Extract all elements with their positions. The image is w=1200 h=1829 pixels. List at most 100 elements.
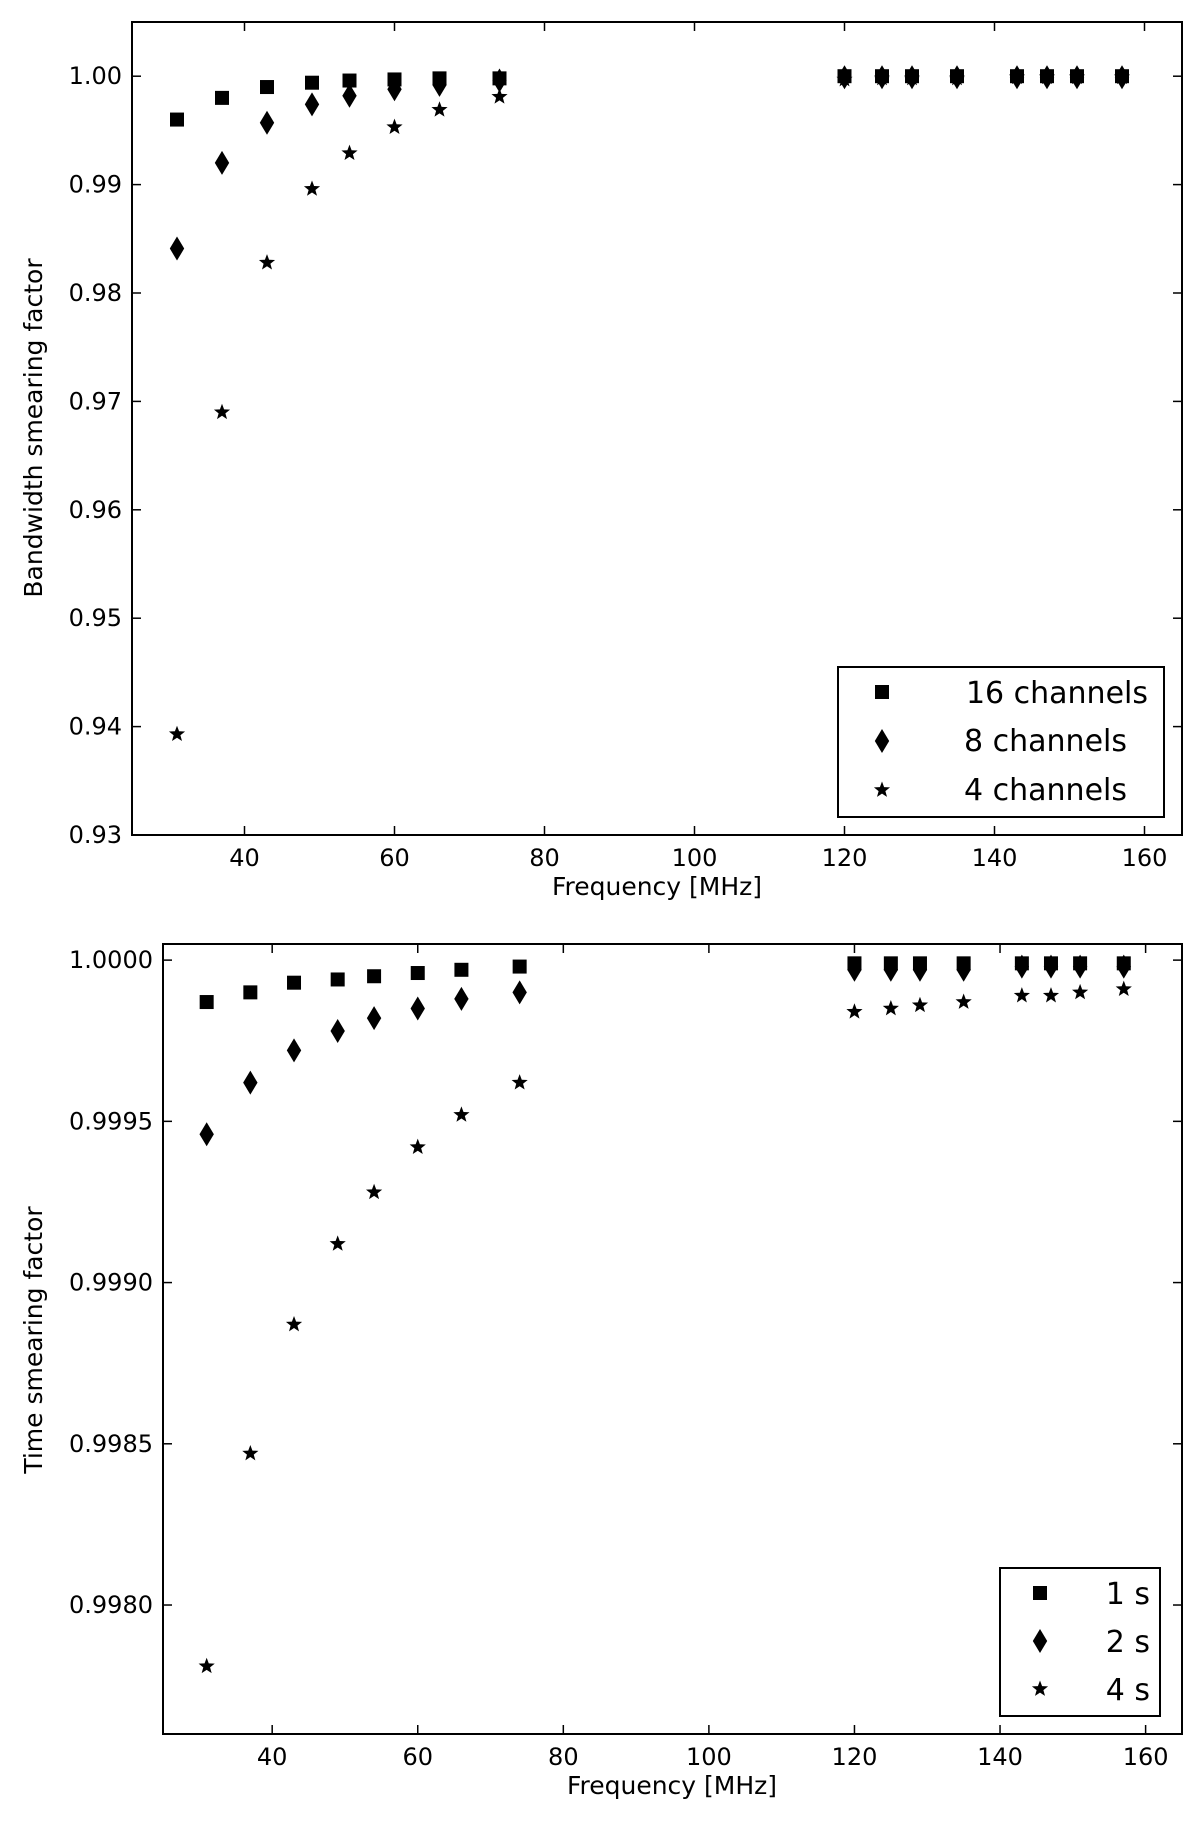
time-point-diamond (410, 996, 425, 1021)
time-point-square (330, 972, 345, 987)
time-x-tick-label: 100 (686, 1743, 732, 1771)
bandwidth-y-tick-label: 0.95 (69, 604, 122, 632)
time-point-square (454, 962, 469, 977)
time-smearing-panel: 40 60 80 100 120 140 160 0.9980 0.9985 0.9990 0.99… (19, 943, 1183, 1800)
time-x-tick-label: 60 (402, 1743, 433, 1771)
time-legend: 1 s 2 s 4 s (999, 1567, 1161, 1717)
bandwidth-point-square (387, 72, 402, 87)
time-point-square (1014, 956, 1029, 971)
bandwidth-point-star (258, 254, 276, 270)
time-y-axis-label: Time smearing factor (19, 1206, 48, 1475)
bandwidth-x-tick-label: 120 (822, 844, 868, 872)
time-point-square (367, 969, 382, 984)
time-point-square (912, 956, 927, 971)
time-point-star (882, 999, 899, 1016)
time-point-square (1073, 956, 1088, 971)
bandwidth-y-tick-label: 0.93 (69, 821, 122, 849)
bandwidth-y-tick-label: 1.00 (69, 62, 122, 90)
time-point-star (511, 1074, 528, 1090)
time-point-square (512, 959, 527, 974)
bandwidth-point-square (342, 73, 357, 88)
bandwidth-point-square (1070, 69, 1084, 84)
time-point-diamond (243, 1070, 258, 1095)
bandwidth-x-tick-label: 160 (1122, 844, 1168, 872)
time-x-tick-label: 140 (977, 1743, 1023, 1771)
time-point-star (329, 1235, 346, 1251)
time-legend-diamond-symbol (1032, 1629, 1048, 1653)
time-point-star (1115, 980, 1132, 997)
time-point-star (365, 1183, 383, 1200)
legend-label-16-channels: 16 channels (966, 676, 1148, 711)
time-point-square (1116, 956, 1131, 971)
bandwidth-y-tick-label: 0.96 (69, 496, 122, 524)
bandwidth-point-star (431, 101, 448, 117)
legend-label-8-channels: 8 channels (964, 724, 1127, 759)
time-point-diamond (366, 1006, 382, 1031)
time-point-diamond (330, 1019, 345, 1044)
bandwidth-point-star (303, 180, 321, 196)
time-point-star (409, 1138, 426, 1155)
bandwidth-y-tick-label: 0.97 (69, 387, 122, 415)
time-point-star (846, 1003, 863, 1019)
time-legend-symbols (1031, 1586, 1049, 1696)
time-point-star (1042, 987, 1060, 1003)
bandwidth-y-tick-label: 0.94 (69, 713, 122, 741)
bandwidth-point-square (1010, 69, 1024, 84)
time-point-square (243, 985, 258, 1000)
legend-label-4-s: 4 s (1106, 1673, 1150, 1708)
time-legend-square-symbol (1033, 1586, 1047, 1600)
legend-label-1-s: 1 s (1106, 1577, 1150, 1612)
bandwidth-legend: 16 channels 8 channels 4 channels (837, 666, 1165, 818)
time-x-tick-label: 80 (548, 1743, 579, 1771)
time-axis-ticks: 40 60 80 100 120 140 160 0.9980 0.9985 0.9990 0.99… (69, 944, 1182, 1771)
bandwidth-y-tick-label: 0.99 (69, 171, 122, 199)
time-y-tick-label: 0.9980 (69, 1591, 153, 1619)
legend-label-2-s: 2 s (1106, 1625, 1150, 1660)
time-y-tick-label: 0.9990 (69, 1269, 153, 1297)
time-point-star (911, 996, 929, 1013)
time-point-star (242, 1444, 259, 1461)
bandwidth-point-star (386, 118, 403, 135)
bandwidth-point-diamond (342, 83, 357, 108)
bandwidth-point-square (1040, 69, 1054, 84)
time-legend-box (999, 1567, 1161, 1717)
time-point-diamond (454, 986, 469, 1011)
time-x-axis-label: Frequency [MHz] (567, 1771, 777, 1800)
legend-label-4-channels: 4 channels (964, 773, 1127, 808)
bandwidth-plot-frame (131, 21, 1183, 836)
bandwidth-legend-box (837, 666, 1165, 818)
time-point-square (956, 956, 971, 971)
time-plot-frame (162, 943, 1183, 1735)
bandwidth-x-tick-label: 40 (229, 844, 260, 872)
bandwidth-point-square (215, 90, 229, 105)
time-point-diamond (199, 1122, 214, 1147)
time-point-star (453, 1106, 470, 1122)
time-x-tick-label: 120 (832, 1743, 878, 1771)
time-y-tick-label: 1.0000 (69, 946, 153, 974)
bandwidth-point-diamond (214, 150, 230, 175)
time-y-tick-label: 0.9985 (69, 1430, 153, 1458)
bandwidth-point-diamond (259, 110, 275, 135)
bandwidth-x-tick-label: 80 (529, 844, 560, 872)
bandwidth-legend-star-symbol (873, 781, 891, 797)
bandwidth-point-square (260, 80, 274, 95)
time-data-points (198, 954, 1132, 1674)
bandwidth-point-diamond (169, 236, 185, 261)
bandwidth-point-square (837, 69, 852, 84)
bandwidth-x-tick-label: 140 (972, 844, 1018, 872)
bandwidth-legend-square-symbol (875, 685, 889, 699)
time-point-square (287, 975, 302, 990)
bandwidth-point-square (492, 71, 507, 86)
time-point-square (199, 995, 214, 1010)
bandwidth-point-square (305, 75, 319, 90)
time-point-square (410, 966, 425, 981)
bandwidth-legend-symbols (873, 685, 891, 797)
time-point-square (883, 956, 898, 971)
bandwidth-point-square (950, 69, 964, 84)
time-point-star (1013, 987, 1030, 1003)
time-point-star (285, 1315, 303, 1332)
bandwidth-point-star (213, 403, 231, 420)
time-point-diamond (286, 1038, 302, 1063)
